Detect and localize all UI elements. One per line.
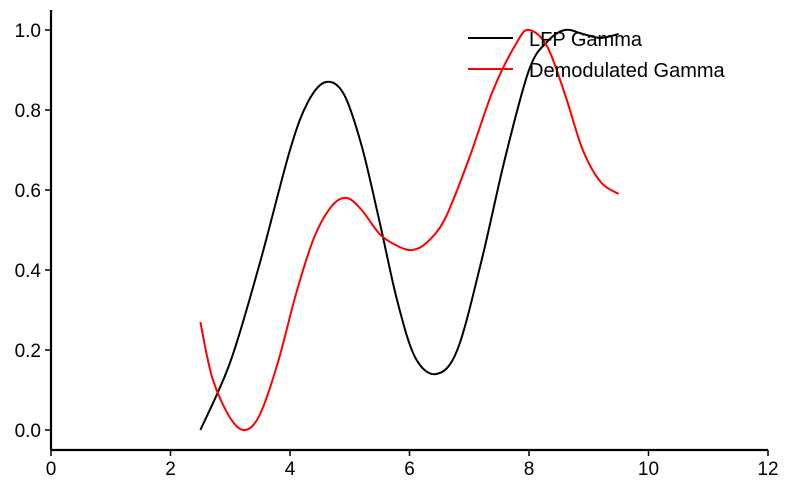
series-lines: [199, 28, 620, 432]
x-tick-label: 2: [165, 459, 176, 480]
y-tick-label: 0.2: [15, 341, 41, 362]
legend-label-lfp-gamma: LFP Gamma: [529, 29, 643, 51]
x-tick-label: 6: [404, 459, 415, 480]
series-line-demodulated-gamma: [199, 28, 620, 432]
y-tick-label: 1.0: [15, 21, 41, 42]
y-tick-label: 0.0: [15, 421, 41, 442]
y-tick-label: 0.8: [15, 101, 41, 122]
series-line-lfp-gamma: [199, 28, 619, 431]
axes: 0 2 4 6 8 10 12 0.0 0.2 0.4 0.6 0.8 1.0: [15, 10, 779, 480]
y-tick-label: 0.4: [15, 261, 42, 282]
y-tick-label: 0.6: [15, 181, 41, 202]
x-tick-label: 0: [46, 459, 57, 480]
legend-label-demodulated-gamma: Demodulated Gamma: [529, 60, 726, 82]
x-tick-label: 10: [638, 459, 659, 480]
x-tick-label: 4: [285, 459, 296, 480]
legend: LFP Gamma Demodulated Gamma: [468, 29, 726, 82]
x-tick-label: 12: [757, 459, 778, 480]
x-tick-label: 8: [524, 459, 535, 480]
